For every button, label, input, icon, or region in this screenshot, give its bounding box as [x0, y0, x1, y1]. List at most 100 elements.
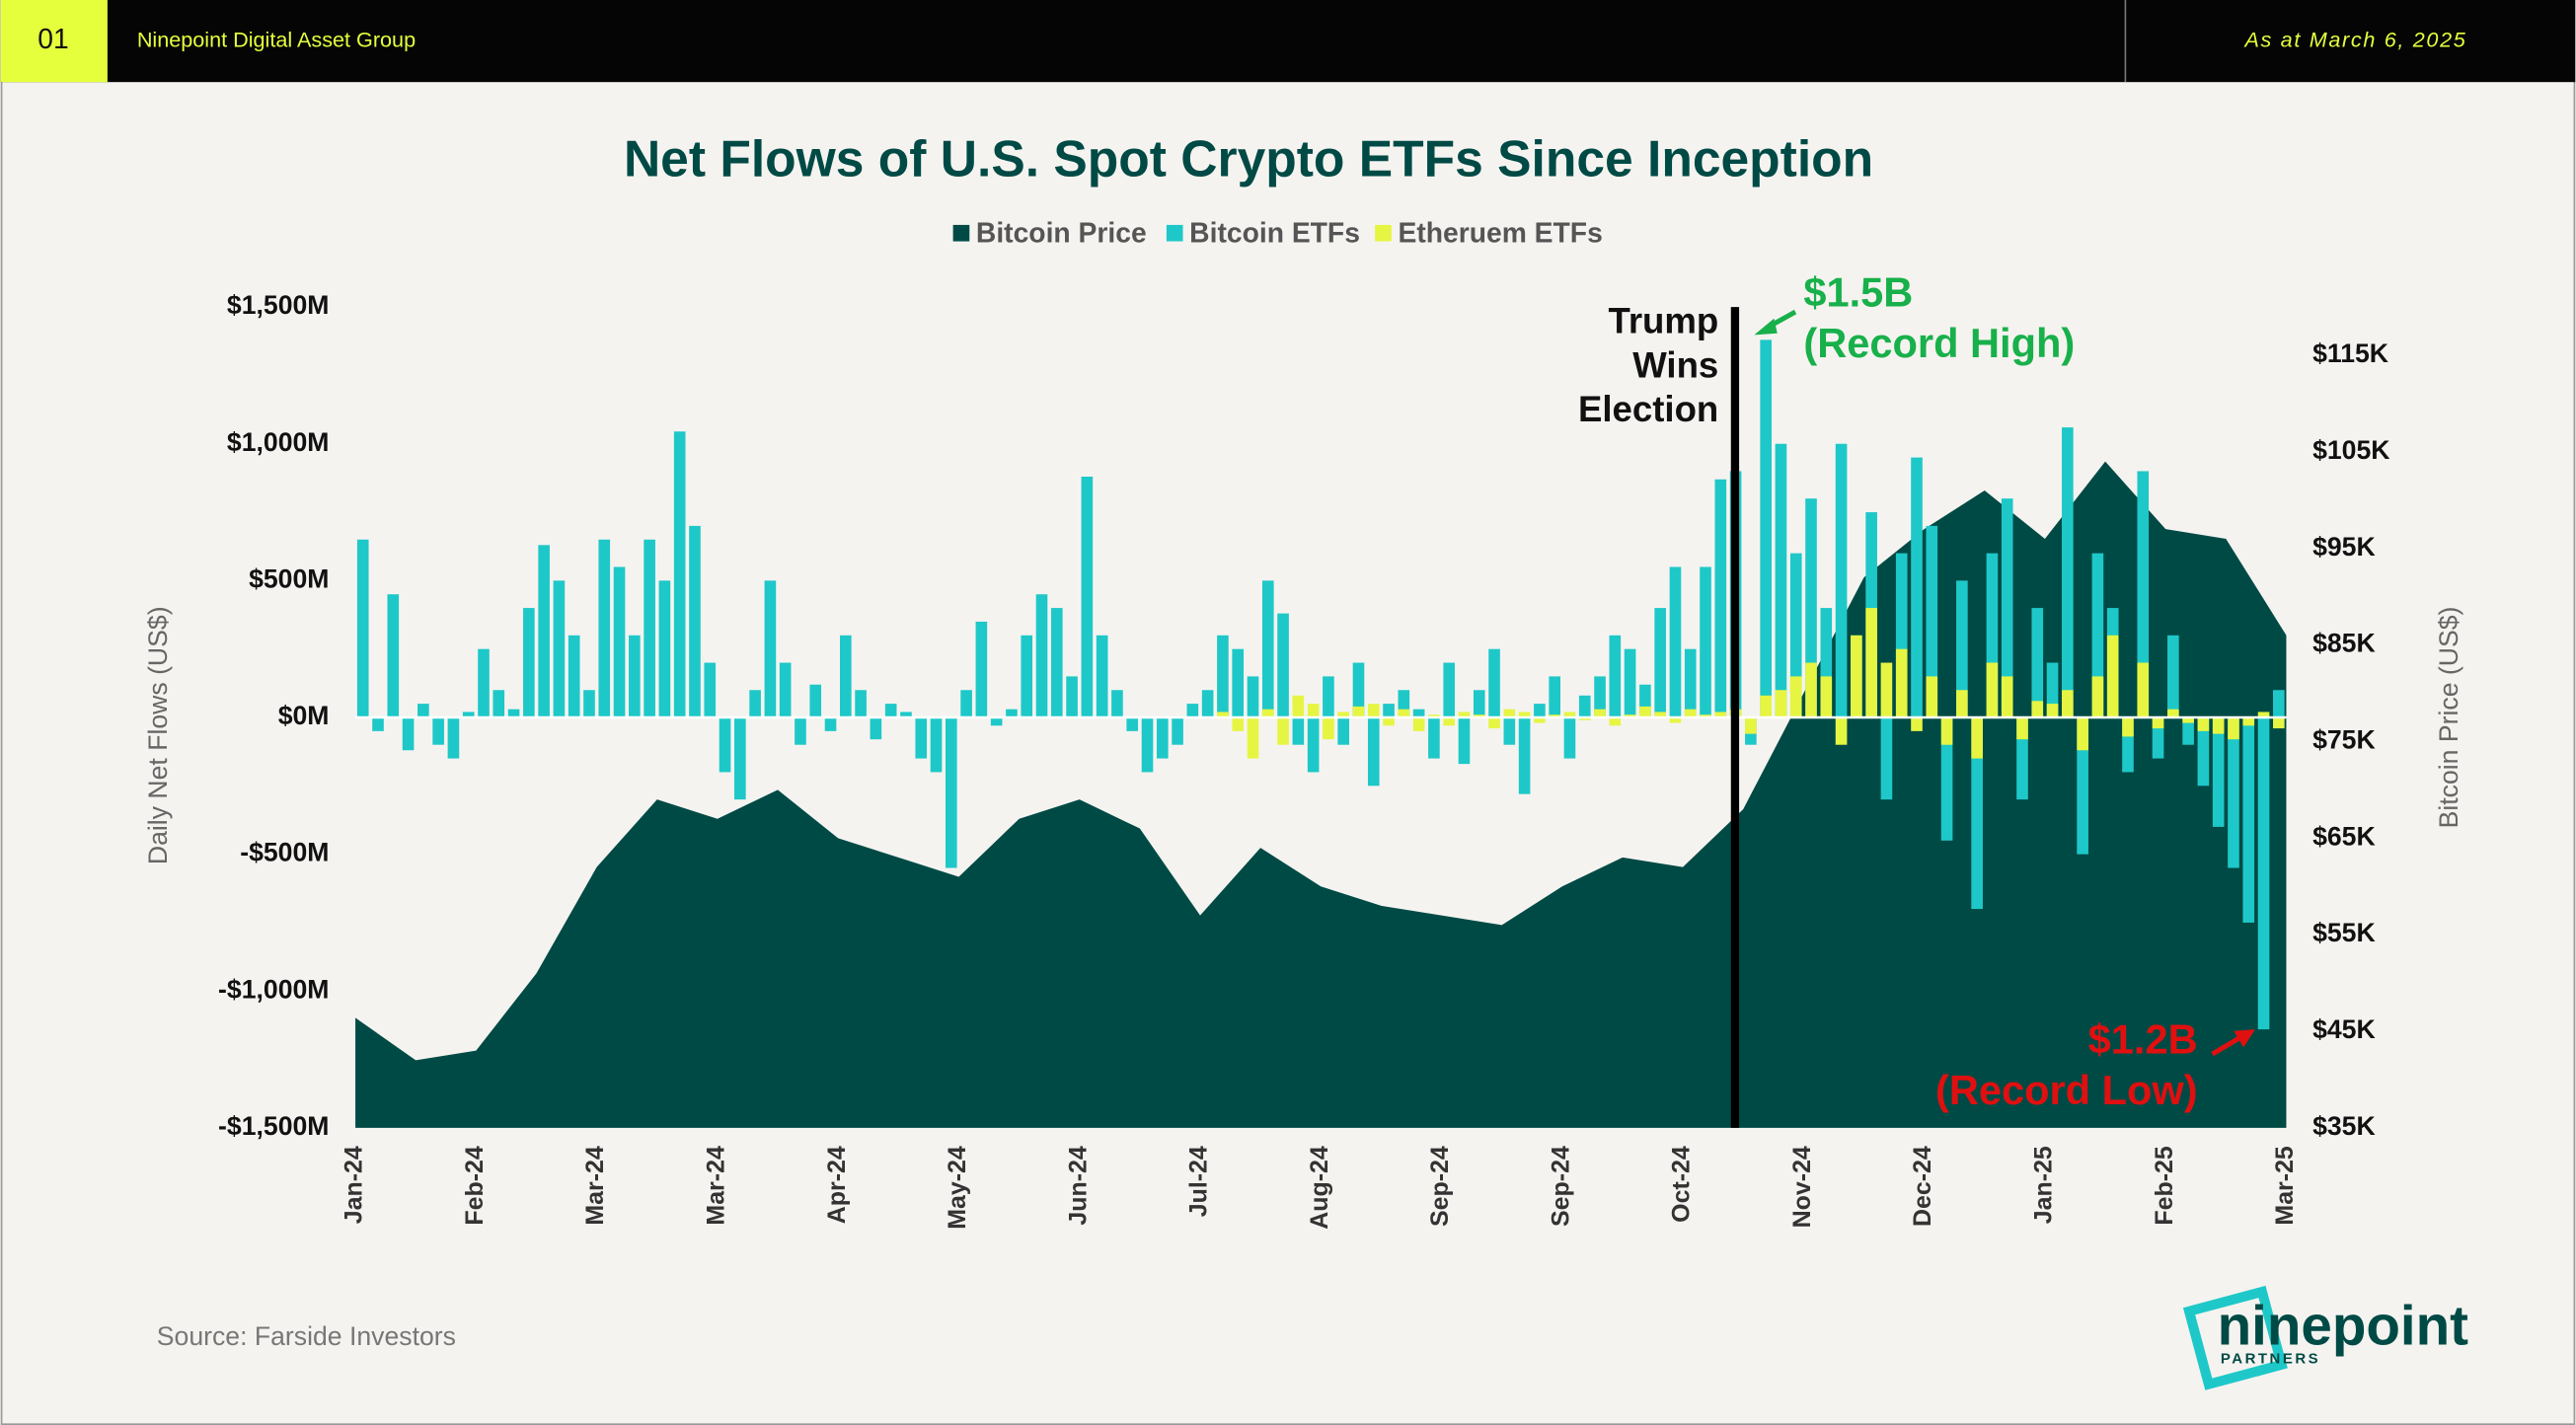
x-tick-label: Jul-24 [1185, 1146, 1213, 1217]
flow-bar [1789, 676, 1802, 717]
flow-bar [1261, 709, 1274, 717]
flow-bar [1096, 635, 1108, 717]
x-tick-label: Sep-24 [1426, 1146, 1454, 1227]
flow-bar [507, 709, 520, 717]
flow-bar [1503, 709, 1516, 717]
flow-bar [1172, 716, 1183, 745]
flow-bar [1851, 635, 1862, 717]
flow-bar [1986, 553, 1999, 717]
flow-bar [1956, 690, 1968, 717]
header-date: As at March 6, 2025 [2242, 27, 2466, 51]
flow-bar [1835, 716, 1848, 745]
logo-tagline: PARTNERS [2221, 1350, 2320, 1367]
flow-bar [855, 690, 867, 717]
flow-bar [523, 608, 535, 717]
flow-bar [644, 539, 655, 717]
flow-bar [2152, 716, 2164, 759]
flow-bar [1986, 662, 1999, 717]
logo-name: ninepoint [2218, 1294, 2469, 1356]
flow-bar [1549, 714, 1560, 717]
flow-bar [824, 716, 837, 731]
x-tick-label: Aug-24 [1306, 1146, 1333, 1230]
x-tick-label: Mar-25 [2271, 1146, 2299, 1226]
flow-bar [1217, 635, 1229, 717]
event-label: Trump [1608, 300, 1718, 340]
flow-bar [1880, 662, 1893, 717]
y-tick-label: $500M [249, 563, 329, 593]
y2-tick-label: $95K [2312, 532, 2376, 562]
chart-title: Net Flows of U.S. Spot Crypto ETFs Since… [624, 129, 1873, 187]
flow-bar [492, 690, 505, 717]
flow-bar [1563, 716, 1576, 759]
flow-bar [1307, 704, 1320, 717]
flow-bar [1277, 716, 1289, 745]
x-tick-label: Nov-24 [1788, 1146, 1816, 1228]
header-number-box [0, 0, 108, 83]
flow-bar [1820, 676, 1833, 717]
flow-bar [795, 716, 806, 745]
flow-bar [1971, 716, 1983, 759]
flow-bar [975, 621, 988, 717]
flow-bar [1895, 648, 1908, 717]
flow-bar [1428, 714, 1440, 717]
flow-bar [1563, 712, 1576, 717]
y-tick-label: $0M [278, 701, 330, 730]
flow-bar [2228, 716, 2239, 868]
flow-bar [2242, 716, 2255, 726]
flow-bar [1684, 709, 1697, 717]
legend-swatch [952, 224, 970, 242]
flow-bar [1760, 339, 1772, 717]
y-tick-label: -$1,500M [218, 1111, 329, 1141]
record-high-label: $1.5B [1803, 268, 1913, 315]
flow-bar [990, 716, 1003, 726]
flow-bar [840, 635, 852, 717]
flow-bar [1383, 716, 1395, 726]
flow-bar [356, 539, 369, 717]
legend-label: Etheruem ETFs [1398, 216, 1602, 248]
flow-bar [1700, 566, 1711, 717]
flow-bar [2273, 690, 2285, 717]
flow-bar [1261, 580, 1274, 717]
legend-label: Bitcoin ETFs [1189, 216, 1360, 248]
flow-bar [1412, 716, 1425, 731]
flow-bar [1367, 704, 1380, 717]
flow-bar [1971, 716, 1983, 910]
record-low-label: $1.2B [2088, 1015, 2198, 1062]
flow-bar [2016, 716, 2028, 800]
y2-tick-label: $85K [2312, 629, 2376, 658]
flow-bar [2167, 709, 2179, 717]
header-bar [0, 0, 2576, 83]
y-tick-label: $1,500M [227, 290, 330, 320]
flow-bar [734, 716, 746, 800]
flow-bar [432, 716, 444, 745]
flow-bar [1458, 712, 1471, 717]
flow-bar [2046, 662, 2059, 717]
x-tick-label: Mar-24 [581, 1146, 609, 1226]
flow-bar [2182, 716, 2194, 745]
y2-tick-label: $75K [2312, 724, 2376, 754]
flow-bar [1745, 716, 1757, 734]
y2-tick-label: $115K [2312, 338, 2388, 368]
flow-bar [1911, 716, 1923, 731]
flow-bar [1247, 716, 1259, 759]
flow-bar [2167, 635, 2179, 717]
flow-bar [1352, 706, 1365, 717]
flow-bar [2273, 716, 2285, 729]
flow-bar [1428, 716, 1440, 759]
flow-bar [870, 716, 882, 740]
flow-bar [1488, 716, 1500, 729]
y2-tick-label: $35K [2312, 1111, 2376, 1141]
flow-bar [1534, 716, 1546, 723]
flow-bar [2242, 716, 2255, 923]
flow-bar [2137, 471, 2150, 717]
flow-bar [1277, 613, 1289, 717]
x-tick-label: May-24 [944, 1146, 971, 1230]
flow-bar [1232, 648, 1245, 717]
flow-bar [809, 684, 822, 717]
flow-bar [2046, 704, 2059, 717]
record-low-label: (Record Low) [1935, 1067, 2198, 1113]
x-tick-label: Dec-24 [1909, 1146, 1936, 1227]
flow-bar [1307, 716, 1320, 773]
